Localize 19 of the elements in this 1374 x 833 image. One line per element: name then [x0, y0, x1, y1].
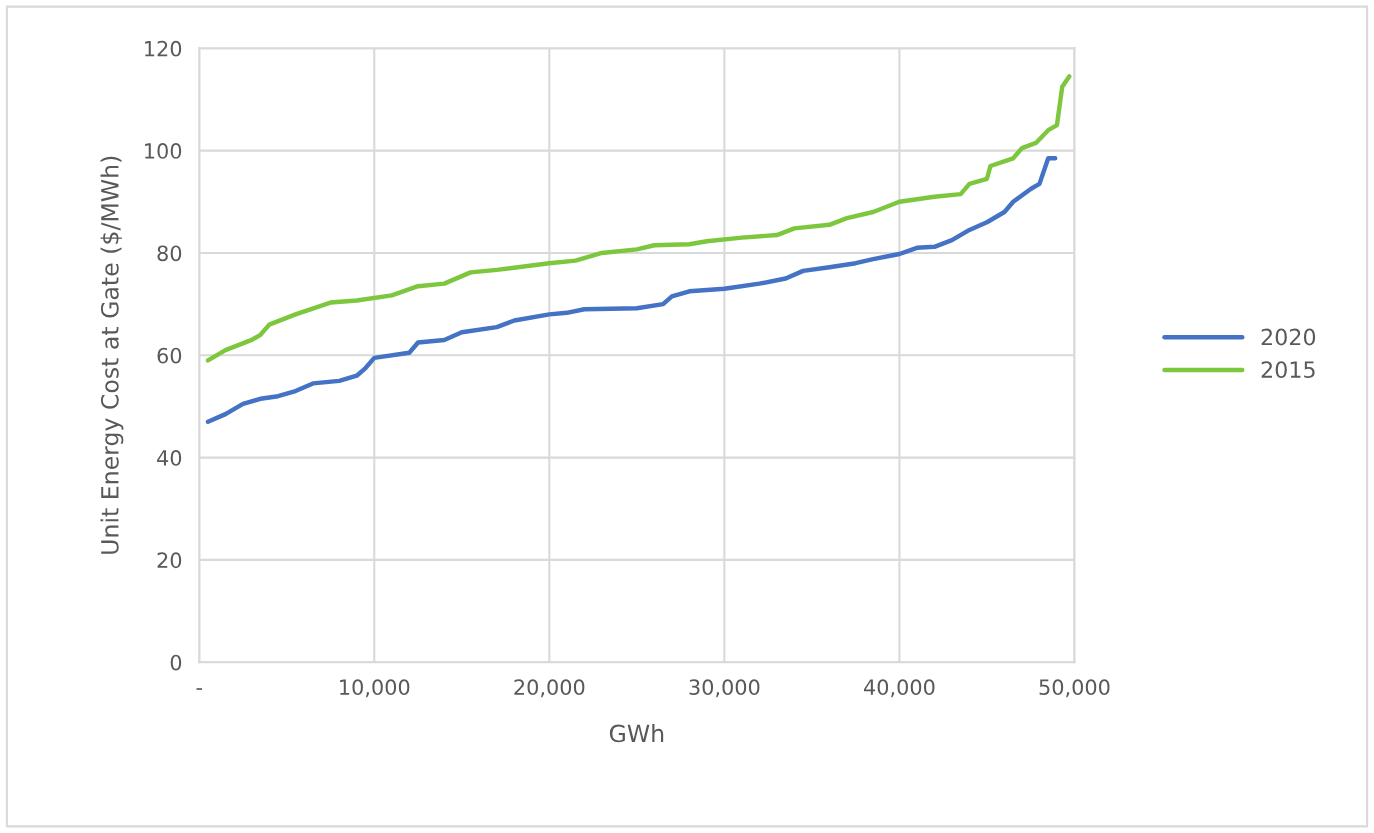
x-tick-label: 40,000 — [863, 679, 935, 698]
y-tick-label: 100 — [145, 143, 182, 159]
y-tick-label: 0 — [170, 654, 182, 671]
x-axis-title: GWh — [609, 724, 664, 743]
line-series — [205, 156, 1058, 424]
y-axis-title: Unit Energy Cost at Gate ($/MWh) — [100, 156, 124, 554]
legend-label: 2020 — [1261, 328, 1316, 346]
x-tick-label: - — [196, 688, 202, 690]
x-tick-label: 20,000 — [514, 679, 585, 698]
x-tick-label: 30,000 — [689, 679, 760, 698]
y-tick-label: 80 — [157, 245, 182, 262]
y-tick-label: 60 — [157, 347, 182, 364]
legend-label: 2015 — [1261, 361, 1315, 379]
y-tick-label: 120 — [145, 40, 182, 57]
y-tick-label: 40 — [157, 450, 182, 466]
line-series — [205, 74, 1072, 363]
x-tick-label: 10,000 — [340, 679, 410, 698]
y-tick-label: 20 — [157, 552, 182, 569]
x-tick-label: 50,000 — [1039, 679, 1110, 698]
